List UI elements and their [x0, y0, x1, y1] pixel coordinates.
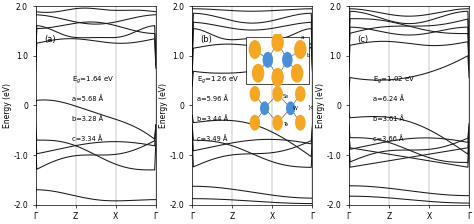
Y-axis label: Energy (eV): Energy (eV): [159, 83, 168, 128]
Text: a=5.96 Å: a=5.96 Å: [197, 96, 228, 102]
Text: c=3.66 Å: c=3.66 Å: [373, 136, 403, 142]
Text: b=3.28 Å: b=3.28 Å: [72, 116, 103, 122]
Text: (b): (b): [201, 35, 212, 44]
Text: c=3.34 Å: c=3.34 Å: [72, 136, 102, 142]
Text: a=6.24 Å: a=6.24 Å: [373, 96, 404, 102]
Y-axis label: Energy (eV): Energy (eV): [3, 83, 12, 128]
Text: E$_g$=1.26 eV: E$_g$=1.26 eV: [197, 74, 239, 86]
Text: b=3.44 Å: b=3.44 Å: [197, 116, 228, 122]
Text: b=3.61 Å: b=3.61 Å: [373, 116, 404, 122]
Text: a=5.68 Å: a=5.68 Å: [72, 96, 103, 102]
Text: E$_g$=1.64 eV: E$_g$=1.64 eV: [72, 74, 114, 86]
Text: E$_g$=1.02 eV: E$_g$=1.02 eV: [373, 74, 415, 86]
Text: c=3.49 Å: c=3.49 Å: [197, 136, 228, 142]
Text: (a): (a): [44, 35, 55, 44]
Y-axis label: Energy (eV): Energy (eV): [316, 83, 325, 128]
Text: (c): (c): [357, 35, 368, 44]
